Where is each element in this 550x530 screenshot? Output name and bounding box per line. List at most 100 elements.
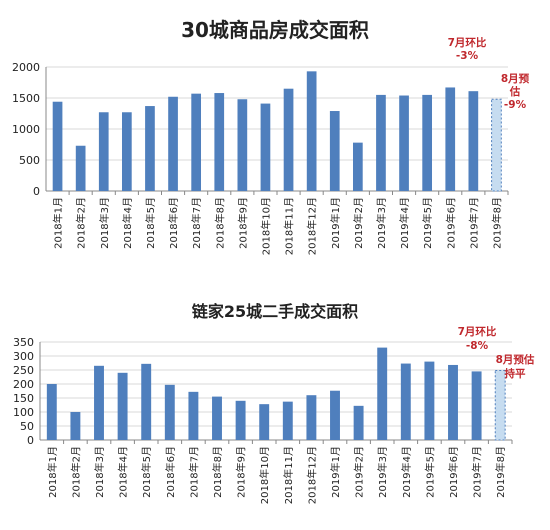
bar [377, 347, 388, 440]
chart-2-title: 链家25城二手成交面积 [191, 302, 359, 321]
bar [237, 99, 248, 191]
x-tick-label: 2019年2月 [353, 446, 366, 498]
bar [52, 101, 63, 191]
bar [306, 71, 317, 191]
x-tick-label: 2019年3月 [376, 446, 389, 498]
y-tick-label: 250 [13, 364, 34, 377]
x-tick-label: 2018年2月 [69, 446, 82, 498]
x-tick-label: 2018年10月 [258, 446, 271, 504]
bar [141, 363, 152, 440]
x-tick-label: 2019年6月 [444, 197, 457, 249]
x-tick-label: 2018年11月 [282, 446, 295, 504]
x-tick-label: 2018年3月 [93, 446, 106, 498]
y-tick-label: 350 [13, 336, 34, 349]
x-tick-label: 2019年8月 [490, 197, 503, 249]
x-tick-label: 2019年6月 [447, 446, 460, 498]
bar [329, 111, 340, 191]
bar [235, 400, 246, 440]
annotation-text: 7月环比 [448, 36, 487, 49]
y-tick-label: 50 [20, 420, 34, 433]
bar [46, 384, 57, 440]
bar [212, 396, 222, 440]
bar [283, 88, 294, 191]
x-tick-label: 2018年12月 [306, 197, 319, 255]
x-tick-label: 2018年3月 [98, 197, 111, 249]
bar [468, 91, 479, 191]
y-tick-label: 1500 [12, 92, 40, 105]
y-tick-label: 1000 [12, 123, 40, 136]
x-tick-label: 2019年4月 [398, 197, 411, 249]
bar [168, 96, 178, 191]
x-tick-label: 2018年4月 [117, 446, 130, 498]
bar [448, 364, 458, 440]
x-tick-label: 2019年8月 [494, 446, 507, 498]
x-tick-label: 2018年11月 [283, 197, 296, 255]
bar [445, 87, 456, 191]
bar [424, 361, 435, 440]
annotation-text: 持平 [505, 367, 526, 380]
forecast-bar [494, 370, 506, 441]
bar [94, 365, 104, 440]
y-tick-label: 500 [19, 154, 40, 167]
x-tick-label: 2018年9月 [236, 197, 249, 249]
bar [400, 363, 411, 440]
annotation-text: -8% [466, 340, 489, 352]
annotation-text: 8月预估 [496, 353, 535, 366]
x-tick-label: 2018年2月 [75, 197, 88, 249]
bar [214, 93, 225, 191]
x-tick-label: 2018年8月 [211, 446, 224, 498]
x-tick-label: 2019年5月 [423, 446, 436, 498]
x-tick-label: 2019年7月 [471, 446, 484, 498]
forecast-bar [491, 98, 502, 192]
bar [399, 95, 409, 191]
y-tick-label: 2000 [12, 61, 40, 74]
x-tick-label: 2018年8月 [213, 197, 226, 249]
x-tick-label: 2018年1月 [46, 446, 59, 498]
chart-1-title: 30城商品房成交面积 [181, 18, 369, 42]
bar [260, 103, 271, 191]
annotation-text: 8月预 [501, 73, 530, 85]
x-tick-label: 2018年7月 [190, 197, 203, 249]
x-tick-label: 2019年3月 [375, 197, 388, 249]
bar [117, 372, 128, 440]
bar [352, 142, 363, 191]
bar [191, 93, 202, 191]
bar [422, 94, 433, 191]
x-tick-label: 2018年6月 [164, 446, 177, 498]
bar [306, 395, 317, 440]
annotation-text: 估 [509, 85, 521, 98]
bar [98, 112, 109, 191]
bar [376, 94, 386, 191]
y-tick-label: 150 [13, 392, 34, 405]
annotation-text: -3% [456, 50, 479, 62]
x-tick-label: 2018年1月 [52, 197, 65, 249]
x-tick-label: 2019年1月 [329, 446, 342, 498]
y-tick-label: 100 [13, 406, 34, 419]
x-tick-label: 2019年4月 [400, 446, 413, 498]
bar [353, 405, 364, 440]
x-tick-label: 2018年4月 [121, 197, 134, 249]
annotation-text: 7月环比 [458, 325, 497, 338]
x-tick-label: 2018年5月 [144, 197, 157, 249]
chart-1: 0 500 1000 1500 2000 2018年1月 2018年2月 2018年3月 201… [12, 36, 530, 255]
x-tick-label: 2019年5月 [421, 197, 434, 249]
bar [471, 371, 482, 440]
bar [282, 401, 293, 440]
bar [164, 384, 175, 440]
bar [330, 390, 340, 440]
y-tick-label: 200 [13, 378, 34, 391]
bar [145, 106, 155, 191]
bar [121, 112, 132, 191]
x-tick-label: 2019年2月 [352, 197, 365, 249]
y-tick-label: 300 [13, 350, 34, 363]
y-tick-label: 0 [27, 434, 34, 447]
bar [188, 391, 199, 440]
x-tick-label: 2018年10月 [259, 197, 272, 255]
x-tick-label: 2018年5月 [140, 446, 153, 498]
annotation-text: -9% [504, 99, 527, 111]
x-tick-label: 2019年1月 [329, 197, 342, 249]
x-tick-label: 2019年7月 [467, 197, 480, 249]
x-tick-label: 2018年6月 [167, 197, 180, 249]
